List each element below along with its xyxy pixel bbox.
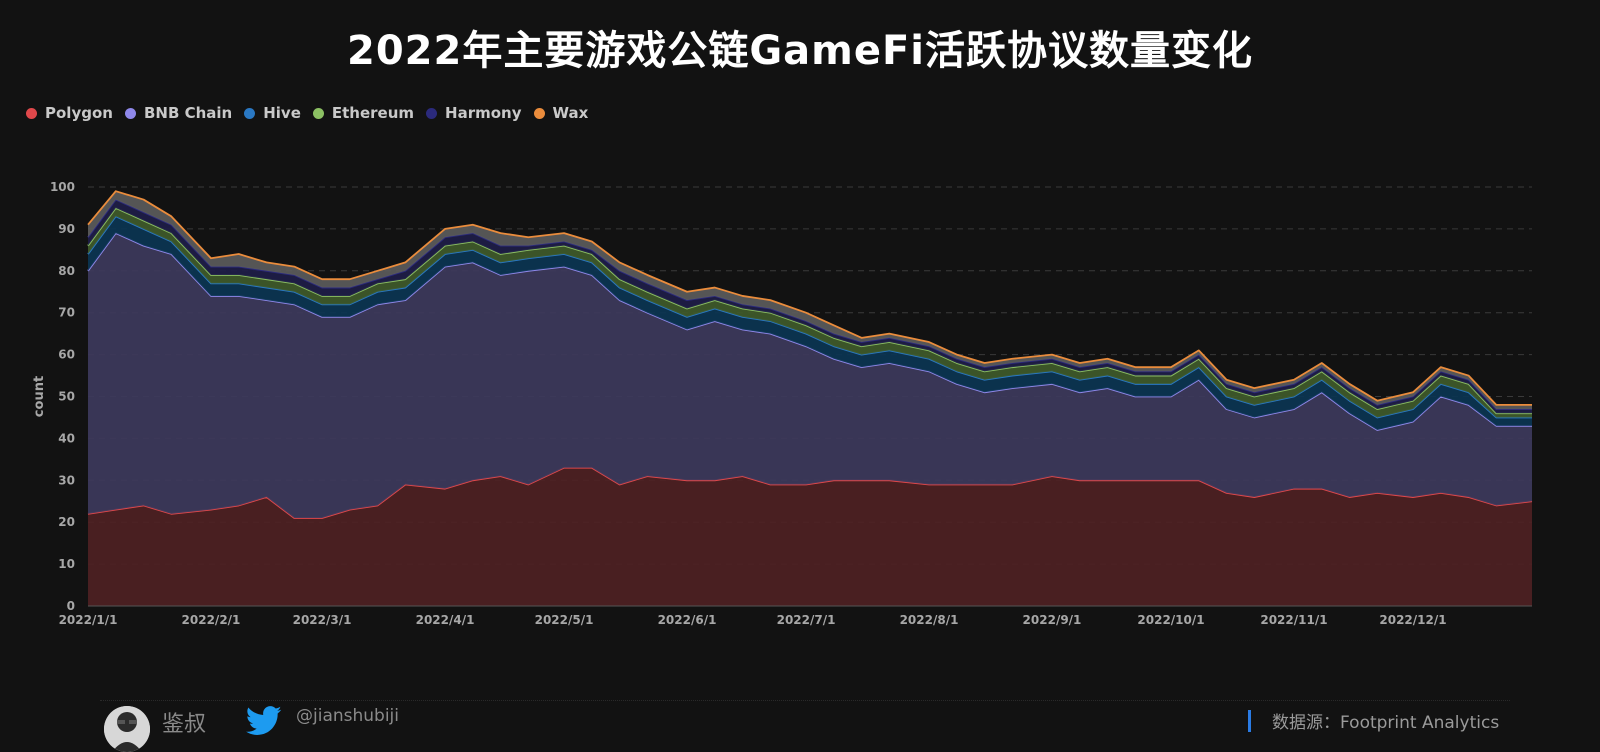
x-tick-label-6: 2022/6/1 — [658, 613, 717, 627]
area-bnb-chain — [88, 233, 1532, 519]
legend-dot-wax — [533, 107, 545, 119]
y-tick-label-100: 100 — [50, 180, 75, 194]
legend-label-hive: Hive — [263, 104, 301, 122]
x-tick-label-4: 2022/4/1 — [416, 613, 475, 627]
y-axis-label: count — [32, 376, 47, 417]
legend-item-ethereum[interactable]: Ethereum — [312, 104, 415, 122]
legend-label-harmony: Harmony — [445, 104, 522, 122]
twitter-icon[interactable] — [246, 706, 282, 740]
footer-divider — [100, 700, 1510, 701]
y-tick-label-80: 80 — [58, 264, 75, 278]
y-tick-label-20: 20 — [58, 515, 75, 529]
legend-dot-harmony — [426, 107, 438, 119]
legend-label-ethereum: Ethereum — [331, 104, 415, 122]
author-avatar — [104, 706, 150, 752]
legend-item-hive[interactable]: Hive — [244, 104, 301, 122]
y-tick-label-90: 90 — [58, 222, 75, 236]
source-accent-bar — [1248, 710, 1251, 732]
legend-dot-polygon — [26, 107, 37, 119]
legend-item-bnb-chain[interactable]: BNB Chain — [124, 104, 233, 122]
x-tick-label-8: 2022/8/1 — [900, 613, 959, 627]
y-tick-label-40: 40 — [58, 431, 75, 445]
y-tick-label-30: 30 — [58, 473, 75, 487]
x-tick-label-1: 2022/1/1 — [59, 613, 118, 627]
x-tick-label-7: 2022/7/1 — [777, 613, 836, 627]
x-tick-label-9: 2022/9/1 — [1023, 613, 1082, 627]
legend-label-wax: Wax — [552, 104, 589, 122]
stacked-area-chart: 0 10 20 30 40 50 60 70 80 90 100 count 2022/1/1 2022/… — [32, 180, 1533, 627]
footer: 鉴叔 @jianshubiji 数据源：Footprint Analytics — [0, 698, 1600, 752]
legend-item-harmony[interactable]: Harmony — [426, 104, 522, 122]
y-tick-label-10: 10 — [58, 557, 75, 571]
y-tick-label-0: 0 — [67, 599, 75, 613]
x-tick-label-3: 2022/3/1 — [293, 613, 352, 627]
author-handle[interactable]: @jianshubiji — [296, 706, 400, 726]
y-tick-label-50: 50 — [58, 390, 75, 404]
x-tick-label-10: 2022/10/1 — [1137, 613, 1204, 627]
area-polygon — [88, 467, 1532, 606]
data-source: 数据源：Footprint Analytics — [1272, 713, 1500, 733]
legend-label-bnb-chain: BNB Chain — [143, 104, 233, 122]
chart-legend: Polygon BNB Chain Hive Ethereum Harmony … — [26, 104, 600, 122]
x-tick-label-2: 2022/2/1 — [182, 613, 241, 627]
legend-dot-bnb-chain — [124, 107, 136, 119]
legend-item-polygon[interactable]: Polygon — [26, 104, 113, 122]
legend-dot-hive — [244, 107, 256, 119]
chart-title: 2022年主要游戏公链GameFi活跃协议数量变化 — [347, 28, 1253, 74]
author-name: 鉴叔 — [162, 712, 207, 737]
series-line-wax — [87, 190, 1532, 406]
legend-dot-ethereum — [312, 107, 324, 119]
x-tick-label-12: 2022/12/1 — [1379, 613, 1446, 627]
legend-item-wax[interactable]: Wax — [533, 104, 589, 122]
x-tick-label-5: 2022/5/1 — [535, 613, 594, 627]
legend-label-polygon: Polygon — [45, 104, 113, 122]
y-tick-label-70: 70 — [58, 306, 75, 320]
y-tick-label-60: 60 — [58, 348, 75, 362]
x-tick-label-11: 2022/11/1 — [1260, 613, 1327, 627]
